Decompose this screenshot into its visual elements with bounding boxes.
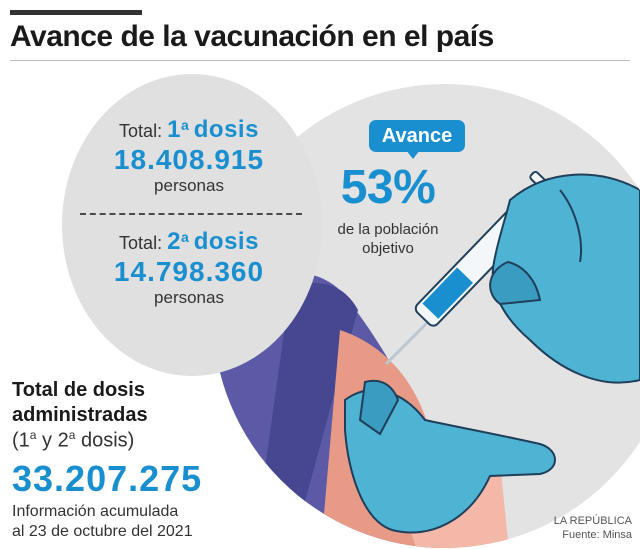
total-sub-sup2: a xyxy=(68,428,76,442)
page-title: Avance de la vacunación en el país xyxy=(10,20,494,53)
dose-divider xyxy=(80,213,302,215)
second-dose-label: Total: xyxy=(119,233,163,253)
first-dose-block: Total: 1a dosis 18.408.915 personas xyxy=(70,116,308,196)
progress-badge-tail xyxy=(406,150,420,159)
progress-percent: 53% xyxy=(340,161,436,214)
total-sub-sup1: a xyxy=(29,428,37,442)
first-dose-heading: Total: 1a dosis xyxy=(70,116,308,144)
total-doses-subtitle: (1a y 2a dosis) xyxy=(12,428,134,453)
first-dose-unit: personas xyxy=(154,176,224,195)
second-dose-word: dosis xyxy=(193,228,259,255)
gloved-hand-right-icon xyxy=(489,173,640,384)
second-dose-block: Total: 2a dosis 14.798.360 personas xyxy=(70,228,308,308)
total-sub-mid: y 2 xyxy=(36,429,69,452)
second-dose-ordinal-sup: a xyxy=(180,229,189,245)
progress-caption: de la población objetivo xyxy=(318,220,458,258)
total-doses-title: Total de dosis administradas xyxy=(12,378,232,428)
total-sub-open: (1 xyxy=(12,429,30,452)
source-credit: LA REPÚBLICA Fuente: Minsa xyxy=(554,514,632,542)
data-source: Fuente: Minsa xyxy=(562,529,632,541)
first-dose-ordinal-sup: a xyxy=(180,117,189,133)
title-accent-bar xyxy=(10,10,142,15)
total-sub-close: dosis) xyxy=(75,429,135,452)
progress-caption-line1: de la población xyxy=(337,221,439,238)
total-doses-title-line2: administradas xyxy=(12,404,148,426)
progress-caption-line2: objetivo xyxy=(362,240,414,257)
total-doses-title-line1: Total de dosis xyxy=(12,379,145,401)
data-cutoff-line2: al 23 de octubre del 2021 xyxy=(12,523,193,540)
gloved-hand-icon xyxy=(344,379,556,534)
data-cutoff-line1: Información acumulada xyxy=(12,503,179,520)
dose-stats-circle xyxy=(62,74,322,376)
data-cutoff-note: Información acumulada al 23 de octubre d… xyxy=(12,502,193,542)
first-dose-word: dosis xyxy=(193,116,259,143)
progress-badge: Avance xyxy=(369,120,465,152)
second-dose-heading: Total: 2a dosis xyxy=(70,228,308,256)
publisher-name: LA REPÚBLICA xyxy=(553,515,632,527)
second-dose-unit: personas xyxy=(154,288,224,307)
second-dose-ordinal: 2 xyxy=(167,228,181,255)
second-dose-value: 14.798.360 xyxy=(113,256,265,287)
total-doses-value: 33.207.275 xyxy=(12,458,203,499)
first-dose-value: 18.408.915 xyxy=(113,144,265,175)
first-dose-label: Total: xyxy=(119,121,163,141)
title-divider xyxy=(10,60,630,61)
first-dose-ordinal: 1 xyxy=(167,116,181,143)
sleeve-fold xyxy=(255,283,358,540)
